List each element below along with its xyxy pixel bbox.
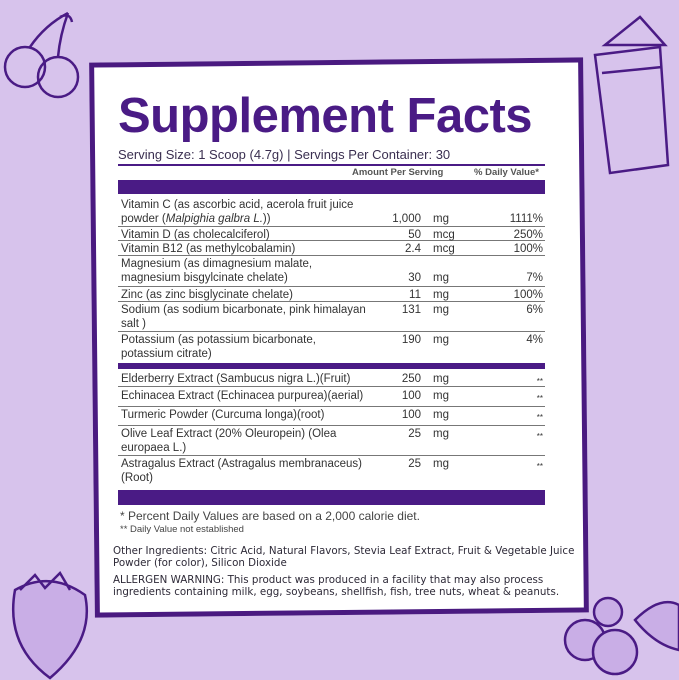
nutrient-name: Elderberry Extract (Sambucus nigra L.)(F… <box>121 372 371 386</box>
nutrient-name-text: Sodium (as sodium bicarbonate, pink hima… <box>121 304 366 330</box>
nutrient-daily-value: 7% <box>526 272 543 284</box>
nutrient-row: Vitamin D (as cholecalciferol) 50 mcg 250% <box>118 227 545 241</box>
nutrient-amount: 2.4 <box>405 243 421 255</box>
nutrient-unit: mg <box>433 304 449 316</box>
nutrient-daily-value: 6% <box>526 304 543 316</box>
nutrient-daily-value: ** <box>536 413 543 422</box>
nutrient-name-text: Vitamin D (as cholecalciferol) <box>121 229 270 241</box>
nutrient-row: Potassium (as potassium bicarbonate, pot… <box>118 332 545 363</box>
nutrient-amount: 100 <box>401 409 421 421</box>
nutrient-unit: mg <box>433 213 449 225</box>
nutrient-daily-value: 100% <box>513 289 543 301</box>
nutrient-name-text: Vitamin C (as ascorbic acid, acerola fru… <box>121 199 354 225</box>
nutrient-name-end: )) <box>262 213 271 225</box>
shaker-bottle-icon <box>593 15 670 175</box>
nutrient-name-text: Elderberry Extract (Sambucus nigra L.)(F… <box>121 373 351 385</box>
nutrient-unit: mg <box>433 458 449 470</box>
other-ingredients: Other Ingredients: Citric Acid, Natural … <box>113 545 575 569</box>
nutrient-amount: 50 <box>408 229 421 241</box>
cherry-icon <box>3 11 80 99</box>
nutrient-amount: 190 <box>401 334 421 346</box>
nutrient-amount: 100 <box>401 390 421 402</box>
divider-bar <box>118 490 545 505</box>
nutrient-name-text: Potassium (as potassium bicarbonate, pot… <box>121 334 316 360</box>
divider-bar <box>118 363 545 369</box>
nutrient-source-italic: Malpighia galbra L. <box>165 213 263 225</box>
nutrient-name-text: Astragalus Extract (Astragalus membranac… <box>121 458 362 484</box>
nutrient-amount: 250 <box>401 373 421 385</box>
nutrient-row: Vitamin C (as ascorbic acid, acerola fru… <box>118 197 545 227</box>
nutrient-amount: 25 <box>408 428 421 440</box>
nutrient-daily-value: 100% <box>513 243 543 255</box>
divider <box>118 164 545 166</box>
nutrient-row: Vitamin B12 (as methylcobalamin) 2.4 mcg 10… <box>118 241 545 256</box>
footnote-daily-values: * Percent Daily Values are based on a 2,… <box>120 509 420 523</box>
nutrient-name: Echinacea Extract (Echinacea purpurea)(a… <box>121 389 371 403</box>
nutrient-name: Magnesium (as dimagnesium malate, magnes… <box>121 257 371 285</box>
nutrient-name-text: Olive Leaf Extract (20% Oleuropein) (Ole… <box>121 428 337 454</box>
nutrient-name: Vitamin B12 (as methylcobalamin) <box>121 242 371 256</box>
nutrient-unit: mg <box>433 334 449 346</box>
nutrient-daily-value: 4% <box>526 334 543 346</box>
nutrient-row: Astragalus Extract (Astragalus membranac… <box>118 456 545 487</box>
nutrient-name: Astragalus Extract (Astragalus membranac… <box>121 457 371 485</box>
nutrient-amount: 131 <box>401 304 421 316</box>
nutrient-name: Vitamin C (as ascorbic acid, acerola fru… <box>121 198 371 226</box>
nutrient-daily-value: 250% <box>513 229 543 241</box>
nutrient-unit: mg <box>433 428 449 440</box>
nutrient-name-text: Zinc (as zinc bisglycinate chelate) <box>121 289 293 301</box>
header-amount: Amount Per Serving <box>352 167 444 178</box>
nutrient-unit: mg <box>433 373 449 385</box>
footnote-not-established: ** Daily Value not established <box>120 524 244 535</box>
nutrient-daily-value: ** <box>536 377 543 386</box>
nutrient-row: Turmeric Powder (Curcuma longa)(root) 100… <box>118 407 545 426</box>
nutrient-name-text: Turmeric Powder (Curcuma longa)(root) <box>121 409 325 421</box>
nutrient-daily-value: 1111% <box>509 213 543 225</box>
nutrient-unit: mcg <box>433 229 455 241</box>
nutrient-row: Echinacea Extract (Echinacea purpurea)(a… <box>118 388 545 407</box>
nutrient-row: Zinc (as zinc bisglycinate chelate) 11 mg 1… <box>118 287 545 302</box>
nutrient-name: Zinc (as zinc bisglycinate chelate) <box>121 288 371 302</box>
nutrient-name: Olive Leaf Extract (20% Oleuropein) (Ole… <box>121 427 371 455</box>
nutrient-name: Sodium (as sodium bicarbonate, pink hima… <box>121 303 371 331</box>
nutrient-unit: mg <box>433 289 449 301</box>
nutrient-amount: 25 <box>408 458 421 470</box>
nutrient-unit: mcg <box>433 243 455 255</box>
nutrient-name-text: Echinacea Extract (Echinacea purpurea)(a… <box>121 390 364 402</box>
nutrient-unit: mg <box>433 409 449 421</box>
nutrient-row: Sodium (as sodium bicarbonate, pink hima… <box>118 302 545 332</box>
nutrient-unit: mg <box>433 272 449 284</box>
nutrient-amount: 11 <box>409 289 421 301</box>
header-daily-value: % Daily Value* <box>474 167 539 178</box>
nutrient-name: Potassium (as potassium bicarbonate, pot… <box>121 333 371 361</box>
berries-icon <box>563 596 679 676</box>
nutrient-daily-value: ** <box>536 432 543 441</box>
nutrient-daily-value: ** <box>536 394 543 403</box>
serving-info: Serving Size: 1 Scoop (4.7g) | Servings … <box>118 147 451 162</box>
nutrient-amount: 30 <box>408 272 421 284</box>
allergen-warning: ALLERGEN WARNING: This product was produ… <box>113 574 560 598</box>
nutrient-name-text: Vitamin B12 (as methylcobalamin) <box>121 243 296 255</box>
nutrient-row: Magnesium (as dimagnesium malate, magnes… <box>118 256 545 287</box>
nutrient-amount: 1,000 <box>392 213 421 225</box>
nutrient-row: Olive Leaf Extract (20% Oleuropein) (Ole… <box>118 426 545 456</box>
nutrient-name: Vitamin D (as cholecalciferol) <box>121 228 371 242</box>
nutrient-row: Elderberry Extract (Sambucus nigra L.)(F… <box>118 371 545 387</box>
nutrient-daily-value: ** <box>536 462 543 471</box>
nutrient-unit: mg <box>433 390 449 402</box>
divider-bar <box>118 180 545 194</box>
nutrient-name-text: Magnesium (as dimagnesium malate, magnes… <box>121 258 313 284</box>
page-title: Supplement Facts <box>118 89 533 143</box>
nutrient-name: Turmeric Powder (Curcuma longa)(root) <box>121 408 371 422</box>
strawberry-icon <box>11 570 89 680</box>
